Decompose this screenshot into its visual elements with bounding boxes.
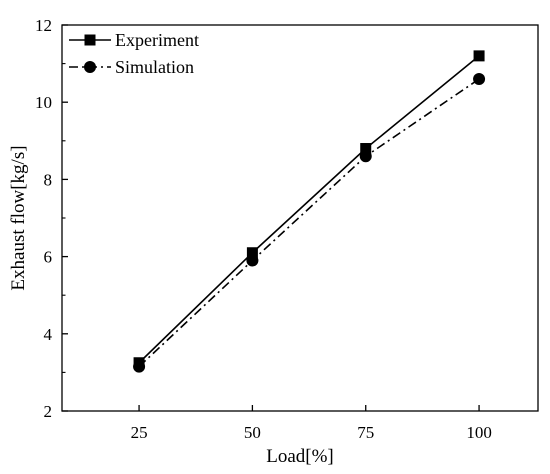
y-tick-label: 8	[44, 170, 53, 189]
axis-ticks: 25 50 75 100 2 4 6 8 10 12	[35, 16, 492, 442]
series-line	[138, 55, 480, 364]
series-line	[138, 78, 480, 368]
x-tick-label: 100	[466, 423, 492, 442]
data-point	[360, 143, 372, 155]
legend-marker	[84, 34, 96, 46]
plot-frame	[61, 24, 539, 412]
y-tick-label: 6	[44, 248, 53, 267]
y-tick-label: 12	[35, 16, 52, 35]
data-point	[246, 247, 258, 259]
x-tick-label: 50	[244, 423, 261, 442]
chart-marks	[133, 50, 486, 373]
data-point	[473, 50, 485, 62]
data-point	[473, 73, 486, 86]
data-point	[359, 150, 372, 163]
x-tick-label: 75	[357, 423, 374, 442]
y-axis-title: Exhaust flow[kg/s]	[8, 145, 29, 290]
x-axis-title: Load[%]	[266, 446, 334, 467]
y-tick-label: 4	[44, 325, 53, 344]
legend-label: Simulation	[115, 57, 194, 77]
y-tick-label: 2	[44, 402, 53, 421]
legend-label: Experiment	[115, 30, 199, 50]
y-tick-label: 10	[35, 93, 52, 112]
data-point	[133, 360, 146, 373]
legend-marker	[84, 61, 96, 73]
series-simulation	[133, 73, 486, 373]
legend: Experiment Simulation	[69, 30, 199, 77]
x-tick-label: 25	[131, 423, 148, 442]
data-point	[246, 254, 259, 267]
